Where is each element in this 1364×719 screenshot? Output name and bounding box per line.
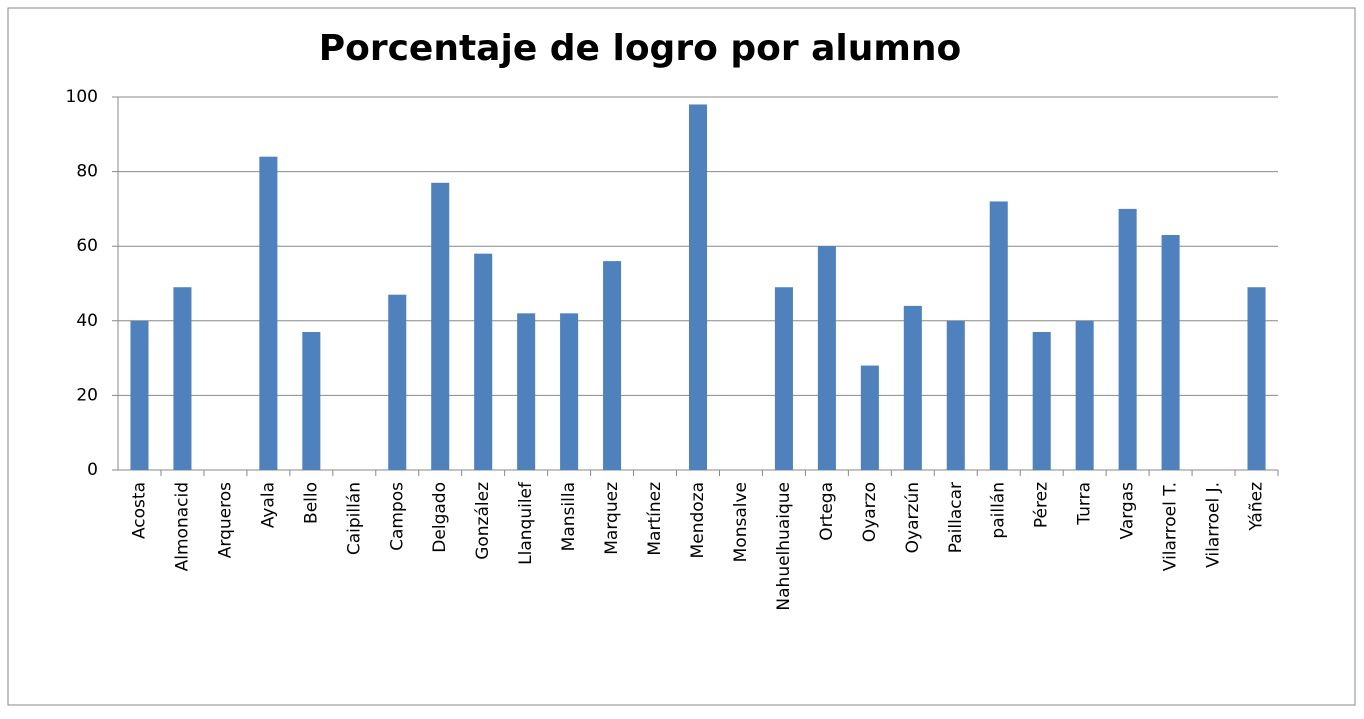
y-tick-label: 60 — [76, 236, 98, 256]
x-tick-label: Oyarzún — [903, 482, 923, 553]
x-tick-label: Delgado — [430, 482, 450, 553]
x-tick-label: paillán — [989, 482, 1009, 539]
bar — [259, 156, 278, 470]
bar — [774, 287, 793, 470]
x-tick-label: Llanquilef — [516, 481, 536, 565]
x-tick-label: Vilarroel T. — [1161, 482, 1181, 571]
y-tick-label: 100 — [66, 87, 98, 107]
x-tick-label: Nahuelhuaique — [774, 482, 794, 611]
bar — [860, 365, 879, 470]
x-tick-label: Vilarroel J. — [1204, 482, 1224, 568]
bar — [1075, 320, 1094, 470]
bar — [517, 313, 536, 470]
x-tick-label: Mansilla — [559, 482, 579, 551]
bar — [1161, 235, 1180, 470]
bar — [130, 320, 149, 470]
x-tick-label: Marquez — [602, 482, 622, 555]
y-tick-label: 0 — [87, 460, 98, 480]
x-tick-label: Monsalve — [731, 482, 751, 562]
x-tick-label: Ortega — [817, 482, 837, 541]
chart-title: Porcentaje de logro por alumno — [319, 28, 962, 69]
y-tick-label: 40 — [76, 311, 98, 331]
bar — [474, 253, 493, 470]
chart-border — [7, 7, 1356, 706]
x-tick-label: Mendoza — [688, 482, 708, 558]
x-tick-label: Ayala — [258, 482, 278, 528]
bar — [1032, 331, 1051, 470]
x-tick-label: Martínez — [645, 482, 665, 556]
x-tick-label: Pérez — [1032, 482, 1052, 528]
x-tick-label: Turra — [1075, 482, 1095, 526]
bar — [817, 246, 836, 470]
bar — [173, 287, 192, 470]
y-tick-label: 20 — [76, 385, 98, 405]
x-tick-label: Yáñez — [1247, 482, 1267, 532]
x-tick-label: Acosta — [129, 482, 149, 539]
x-tick-label: Arqueros — [215, 482, 235, 558]
x-tick-label: Campos — [387, 482, 407, 551]
bar — [946, 320, 965, 470]
bar — [1118, 208, 1137, 470]
x-tick-label: Vargas — [1118, 482, 1138, 540]
x-tick-label: Bello — [301, 482, 321, 524]
bar — [603, 261, 622, 470]
x-tick-label: Caipillán — [344, 482, 364, 555]
bar — [1247, 287, 1266, 470]
bar — [431, 182, 450, 471]
bar — [388, 294, 407, 470]
bar — [688, 104, 708, 471]
bar — [302, 331, 321, 470]
x-tick-label: Almonacid — [172, 482, 192, 571]
x-tick-label: González — [473, 482, 493, 560]
x-tick-label: Oyarzo — [860, 482, 880, 542]
bar — [903, 305, 922, 470]
y-tick-label: 80 — [76, 162, 98, 182]
bar — [989, 201, 1008, 470]
bar — [560, 313, 579, 470]
x-tick-label: Paillacar — [946, 482, 966, 553]
